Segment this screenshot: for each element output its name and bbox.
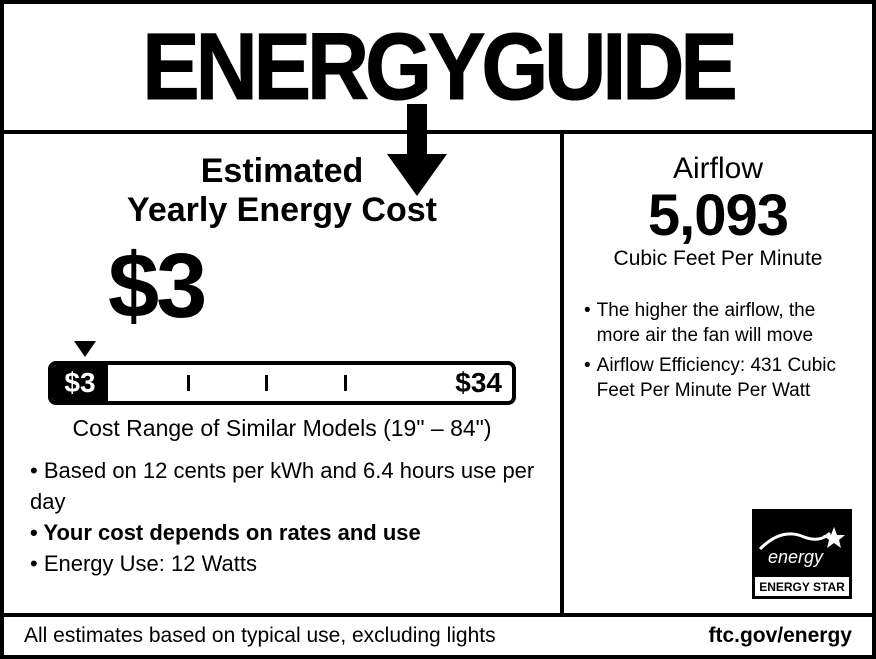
scale-track [108, 365, 422, 401]
note-energy-use: • Energy Use: 12 Watts [30, 549, 536, 580]
bullet-icon: • [584, 299, 591, 348]
airflow-notes: • The higher the airflow, the more air t… [584, 299, 852, 410]
bullet-icon: • [584, 354, 591, 403]
note-depends: • Your cost depends on rates and use [30, 518, 536, 549]
cost-notes: • Based on 12 cents per kWh and 6.4 hour… [28, 456, 536, 579]
airflow-title: Airflow [584, 152, 852, 186]
svg-text:energy: energy [768, 547, 824, 567]
cost-value: $3 [108, 234, 536, 339]
airflow-panel: Airflow 5,093 Cubic Feet Per Minute • Th… [564, 134, 872, 613]
airflow-unit: Cubic Feet Per Minute [584, 247, 852, 271]
cost-label: Estimated Yearly Energy Cost [28, 152, 536, 230]
main-content: Estimated Yearly Energy Cost $3 $3 $34 C… [4, 134, 872, 613]
energy-star-icon: ENERGY STAR energy [752, 509, 852, 599]
header: ENERGYGUIDE [4, 4, 872, 134]
note-basis: • Based on 12 cents per kWh and 6.4 hour… [30, 456, 536, 518]
scale-max: $34 [422, 367, 512, 399]
airflow-note-1: • The higher the airflow, the more air t… [584, 299, 852, 348]
arrow-down-icon [382, 104, 452, 199]
svg-text:ENERGY STAR: ENERGY STAR [759, 580, 845, 594]
cost-panel: Estimated Yearly Energy Cost $3 $3 $34 C… [4, 134, 564, 613]
scale-marker-row [48, 341, 516, 359]
scale-tick [265, 375, 268, 391]
footer-url: ftc.gov/energy [708, 624, 852, 648]
airflow-note-2: • Airflow Efficiency: 431 Cubic Feet Per… [584, 354, 852, 403]
cost-label-line1: Estimated [201, 152, 364, 190]
footer: All estimates based on typical use, excl… [4, 613, 872, 655]
scale-tick [187, 375, 190, 391]
cost-scale: $3 $34 [48, 361, 516, 405]
scale-marker-icon [74, 341, 96, 357]
airflow-value: 5,093 [584, 182, 852, 249]
range-label: Cost Range of Similar Models (19" – 84") [28, 415, 536, 442]
scale-tick [344, 375, 347, 391]
footer-disclaimer: All estimates based on typical use, excl… [24, 624, 496, 648]
scale-min: $3 [52, 365, 108, 401]
energy-guide-label: ENERGYGUIDE Estimated Yearly Energy Cost… [0, 0, 876, 659]
